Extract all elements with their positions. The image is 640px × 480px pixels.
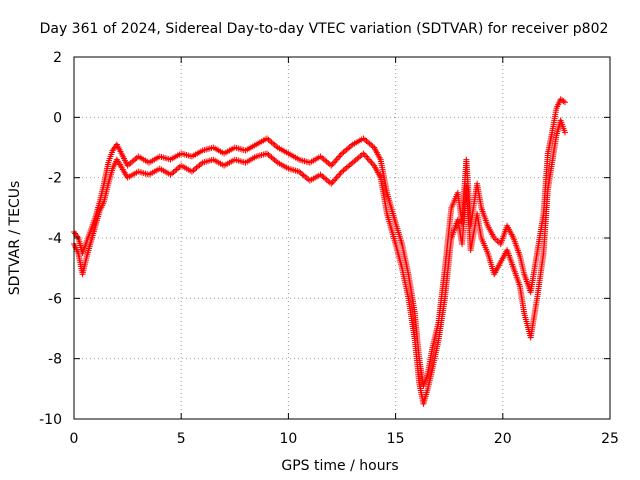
y-tick-label: -2 [48,171,62,187]
data-point [333,174,340,181]
data-point [364,155,371,162]
data-point [367,158,374,165]
data-point [334,155,341,162]
data-point [368,159,375,166]
data-point [561,99,568,106]
x-tick-label: 5 [177,431,186,447]
data-points [71,96,568,407]
data-point [336,171,343,178]
x-tick-label: 20 [494,431,512,447]
y-tick-label: 0 [53,110,62,126]
data-point [560,98,567,105]
data-point [561,129,568,136]
y-tick-label: -4 [48,231,62,247]
x-tick-label: 25 [601,431,619,447]
data-point [337,152,344,159]
data-point [332,158,339,165]
data-point [365,156,372,163]
x-axis-label: GPS time / hours [281,458,398,474]
axis-ticks: 0 5 10 15 20 25 -10 -8 -6 -4 -2 0 2 [39,50,619,447]
data-point [337,170,344,177]
y-axis-label: SDTVAR / TECUs [7,181,23,296]
data-point [361,152,368,159]
x-tick-label: 15 [387,431,405,447]
y-tick-label: -6 [48,291,62,307]
data-point [332,176,339,183]
data-point [329,161,336,168]
data-point [333,156,340,163]
y-tick-label: 2 [53,50,62,66]
grid [74,57,610,419]
data-point [336,153,343,160]
data-point [334,173,341,180]
chart-title: Day 361 of 2024, Sidereal Day-to-day VTE… [40,21,609,37]
x-tick-label: 10 [279,431,297,447]
x-tick-label: 0 [70,431,79,447]
y-tick-label: -8 [48,352,62,368]
y-tick-label: -10 [39,412,62,428]
data-point [329,179,336,186]
